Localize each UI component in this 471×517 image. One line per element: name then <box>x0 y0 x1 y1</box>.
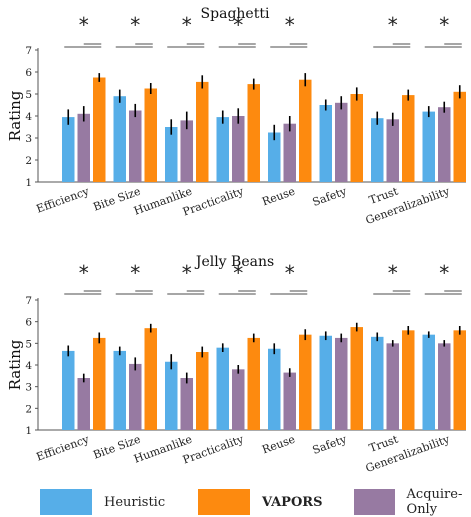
significance-marker-practicality: * <box>233 261 243 285</box>
bar-vapors-efficiency <box>93 337 106 430</box>
bar-vapors-practicality <box>247 84 260 182</box>
y-axis-label: Rating <box>6 339 24 390</box>
x-tick-label-safety: Safety <box>311 432 349 457</box>
significance-marker-efficiency: * <box>79 261 89 285</box>
bar-acquire-only-efficiency <box>77 113 90 182</box>
significance-marker-generalizability: * <box>439 13 449 37</box>
bar-heuristic-efficiency <box>62 350 75 430</box>
significance-marker-reuse: * <box>285 261 295 285</box>
chart-title: Spaghetti <box>201 6 270 22</box>
bar-acquire-only-humanlike <box>180 120 193 182</box>
bar-vapors-bite-size <box>144 328 157 430</box>
chart-title: Jelly Beans <box>194 254 274 270</box>
chart-panel-jelly-beans: Jelly BeansRating1234567*Efficiency*Bite… <box>6 254 466 475</box>
bar-acquire-only-trust <box>386 119 399 182</box>
legend-item-heuristic: Heuristic <box>40 488 165 516</box>
bar-acquire-only-bite-size <box>129 110 142 182</box>
bar-vapors-safety <box>350 94 363 182</box>
bar-vapors-trust <box>402 330 415 430</box>
y-tick-label: 5 <box>25 89 32 101</box>
legend-item-acquire-only: Acquire-Only <box>354 487 471 517</box>
y-axis-label: Rating <box>6 90 24 141</box>
bar-acquire-only-practicality <box>232 369 245 430</box>
legend-label-heuristic: Heuristic <box>104 494 166 510</box>
legend-swatch-acquire-only <box>354 489 395 515</box>
bar-acquire-only-generalizability <box>438 107 451 182</box>
bar-vapors-efficiency <box>93 77 106 182</box>
y-tick-label: 2 <box>25 155 32 167</box>
significance-marker-trust: * <box>388 13 398 37</box>
legend-label-vapors: VAPORS <box>262 494 323 510</box>
bar-acquire-only-bite-size <box>129 363 142 430</box>
y-tick-label: 3 <box>25 382 32 394</box>
bar-heuristic-efficiency <box>62 117 75 182</box>
y-tick-label: 7 <box>25 45 32 57</box>
y-tick-label: 7 <box>25 295 32 307</box>
bar-heuristic-humanlike <box>165 127 178 182</box>
bar-heuristic-safety <box>319 335 332 430</box>
bar-acquire-only-generalizability <box>438 343 451 430</box>
bar-vapors-reuse <box>299 334 312 430</box>
bar-heuristic-bite-size <box>113 350 126 430</box>
bar-heuristic-practicality <box>216 117 229 182</box>
bar-heuristic-trust <box>371 336 384 430</box>
y-tick-label: 6 <box>25 67 32 79</box>
bar-vapors-humanlike <box>196 81 209 182</box>
x-tick-label-efficiency: Efficiency <box>35 184 92 215</box>
bar-acquire-only-safety <box>335 102 348 182</box>
bar-heuristic-generalizability <box>422 111 435 182</box>
bar-acquire-only-practicality <box>232 116 245 182</box>
significance-marker-trust: * <box>388 261 398 285</box>
legend-swatch-vapors <box>198 489 250 515</box>
x-tick-label-efficiency: Efficiency <box>35 432 92 463</box>
bar-vapors-humanlike <box>196 352 209 430</box>
bar-acquire-only-reuse <box>283 372 296 430</box>
bar-vapors-trust <box>402 95 415 182</box>
significance-marker-generalizability: * <box>439 261 449 285</box>
y-tick-label: 5 <box>25 338 32 350</box>
bar-acquire-only-humanlike <box>180 378 193 430</box>
bar-acquire-only-safety <box>335 337 348 430</box>
bar-heuristic-humanlike <box>165 361 178 430</box>
significance-marker-bite-size: * <box>130 261 140 285</box>
x-tick-label-reuse: Reuse <box>260 433 296 457</box>
bar-heuristic-bite-size <box>113 96 126 182</box>
significance-marker-humanlike: * <box>182 261 192 285</box>
legend-swatch-heuristic <box>40 489 92 515</box>
significance-marker-reuse: * <box>285 13 295 37</box>
bar-heuristic-generalizability <box>422 334 435 430</box>
y-tick-label: 6 <box>25 317 32 329</box>
significance-marker-efficiency: * <box>79 13 89 37</box>
bar-vapors-generalizability <box>453 91 466 182</box>
bar-vapors-bite-size <box>144 88 157 182</box>
bar-vapors-safety <box>350 327 363 430</box>
significance-marker-practicality: * <box>233 13 243 37</box>
bar-acquire-only-trust <box>386 343 399 430</box>
bar-heuristic-reuse <box>268 132 281 182</box>
legend: Heuristic VAPORS Acquire-Only <box>0 487 471 517</box>
y-tick-label: 1 <box>25 177 32 189</box>
legend-item-vapors: VAPORS <box>198 488 322 516</box>
bar-acquire-only-reuse <box>283 123 296 182</box>
bar-heuristic-reuse <box>268 348 281 430</box>
legend-label-acquire-only: Acquire-Only <box>406 487 463 517</box>
bar-vapors-reuse <box>299 79 312 182</box>
significance-marker-humanlike: * <box>182 13 192 37</box>
bar-heuristic-practicality <box>216 347 229 430</box>
bar-vapors-generalizability <box>453 330 466 430</box>
x-tick-label-reuse: Reuse <box>260 185 296 209</box>
bar-acquire-only-efficiency <box>77 378 90 430</box>
bar-heuristic-safety <box>319 105 332 182</box>
significance-marker-bite-size: * <box>130 13 140 37</box>
y-tick-label: 2 <box>25 403 32 415</box>
y-tick-label: 3 <box>25 133 32 145</box>
y-tick-label: 4 <box>25 111 32 123</box>
bar-heuristic-trust <box>371 118 384 182</box>
x-tick-label-safety: Safety <box>311 184 349 209</box>
bar-vapors-practicality <box>247 337 260 430</box>
y-tick-label: 4 <box>25 360 32 372</box>
y-tick-label: 1 <box>25 425 32 437</box>
